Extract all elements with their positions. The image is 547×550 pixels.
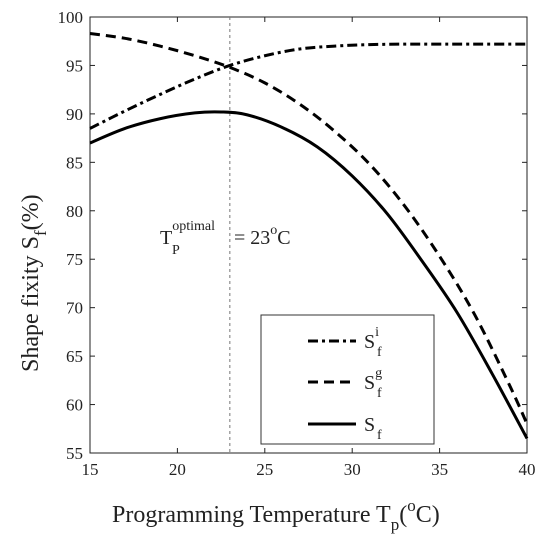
- series-sfi-line: [89, 42, 527, 130]
- annotation-unit: C: [277, 227, 290, 249]
- series-sf-line: [89, 110, 529, 440]
- x-tick-label: 40: [519, 460, 536, 479]
- plot-frame: [89, 16, 528, 454]
- x-axis-title: Programming Temperature Tp(oC): [112, 496, 440, 534]
- y-tick-label: 85: [66, 153, 83, 172]
- y-tick-label: 80: [66, 202, 83, 221]
- y-axis-title: Shape fixity Sf(%): [18, 194, 50, 372]
- optimal-annotation: Toptimal P = 23oC: [160, 219, 291, 258]
- y-tick-label: 60: [66, 396, 83, 415]
- plot-area: [89, 16, 528, 454]
- annotation-sub: P: [172, 243, 180, 258]
- y-tick-label: 65: [66, 347, 83, 366]
- x-tick-label: 15: [82, 460, 99, 479]
- y-tick-label: 75: [66, 250, 83, 269]
- y-tick-label: 70: [66, 299, 83, 318]
- y-tick-label: 90: [66, 105, 83, 124]
- y-tick-label: 95: [66, 56, 83, 75]
- annotation-sup: optimal: [172, 219, 215, 234]
- x-tick-label: 25: [256, 460, 273, 479]
- legend-label-sfg: Sg f: [364, 366, 382, 401]
- x-tick-label: 35: [431, 460, 448, 479]
- y-tick-label: 100: [58, 8, 84, 27]
- x-tick-label: 20: [169, 460, 186, 479]
- series-sfg-line: [89, 31, 529, 425]
- annotation-eq: = 23: [234, 227, 270, 249]
- annotation-base: T: [160, 227, 172, 249]
- annotation-deg: o: [270, 223, 277, 238]
- y-tick-label: 55: [66, 444, 83, 463]
- x-tick-label: 30: [344, 460, 361, 479]
- legend-label-sfi: Si f: [364, 325, 382, 360]
